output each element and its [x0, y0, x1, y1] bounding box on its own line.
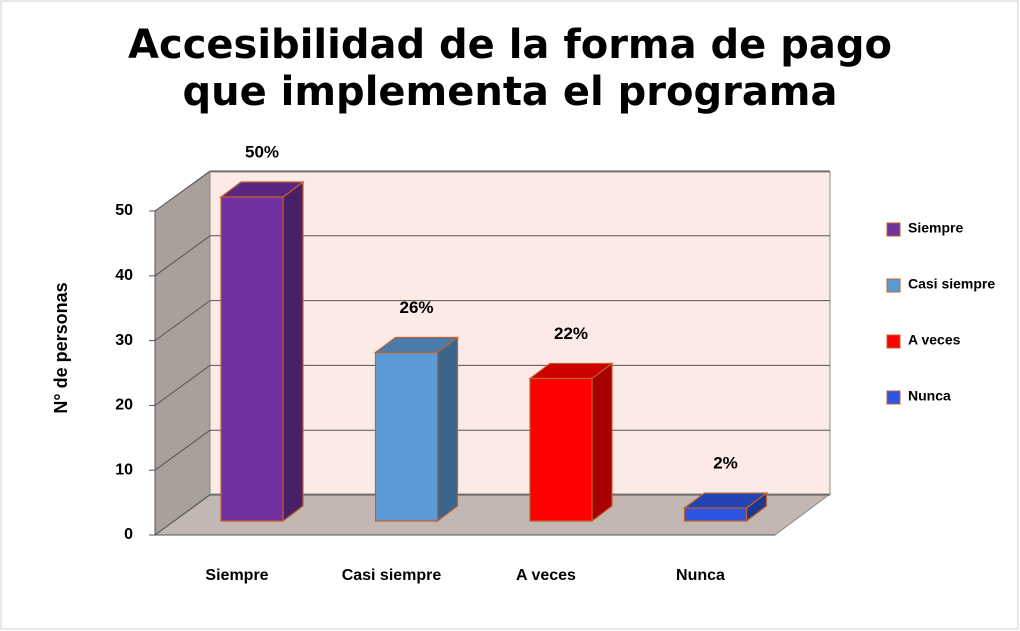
grid-line — [154, 170, 211, 212]
legend-swatch — [886, 222, 901, 237]
legend-swatch — [886, 278, 901, 293]
grid-line — [154, 364, 211, 406]
x-tick-label: Siempre — [205, 567, 268, 584]
legend-label: A veces — [908, 332, 961, 348]
grid-line — [154, 235, 211, 277]
chart-title: Accesibilidad de la forma de pago que im… — [128, 22, 892, 115]
x-tick-label: Casi siempre — [342, 567, 442, 584]
legend-label: Nunca — [908, 388, 951, 404]
y-tick-label: 10 — [115, 461, 133, 478]
grid-line — [154, 494, 211, 536]
x-tick-label: A veces — [516, 567, 576, 584]
y-tick-label: 50 — [115, 202, 133, 219]
bar — [529, 377, 593, 522]
y-tick-label: 40 — [115, 267, 133, 284]
x-tick-label: Nunca — [676, 567, 725, 584]
grid-line — [154, 300, 211, 342]
value-label: 22% — [554, 324, 588, 343]
bar — [220, 196, 284, 522]
bar-side — [436, 336, 459, 523]
legend-label: Casi siempre — [908, 276, 995, 292]
bar-side — [591, 362, 613, 523]
value-label: 2% — [713, 454, 738, 473]
value-label: 50% — [245, 142, 279, 161]
y-tick-label: 30 — [115, 332, 133, 349]
y-tick-label: 20 — [115, 397, 133, 414]
legend-swatch — [886, 334, 901, 349]
y-tick-label: 0 — [124, 526, 133, 543]
legend-swatch — [886, 390, 901, 405]
legend-label: Siempre — [908, 220, 963, 236]
y-axis-label: N° de personas — [51, 282, 71, 413]
grid-line — [154, 429, 211, 471]
value-label: 26% — [399, 298, 433, 317]
bar-side — [282, 180, 304, 523]
bar — [683, 507, 748, 522]
bar — [374, 351, 439, 522]
side-wall — [154, 171, 211, 536]
